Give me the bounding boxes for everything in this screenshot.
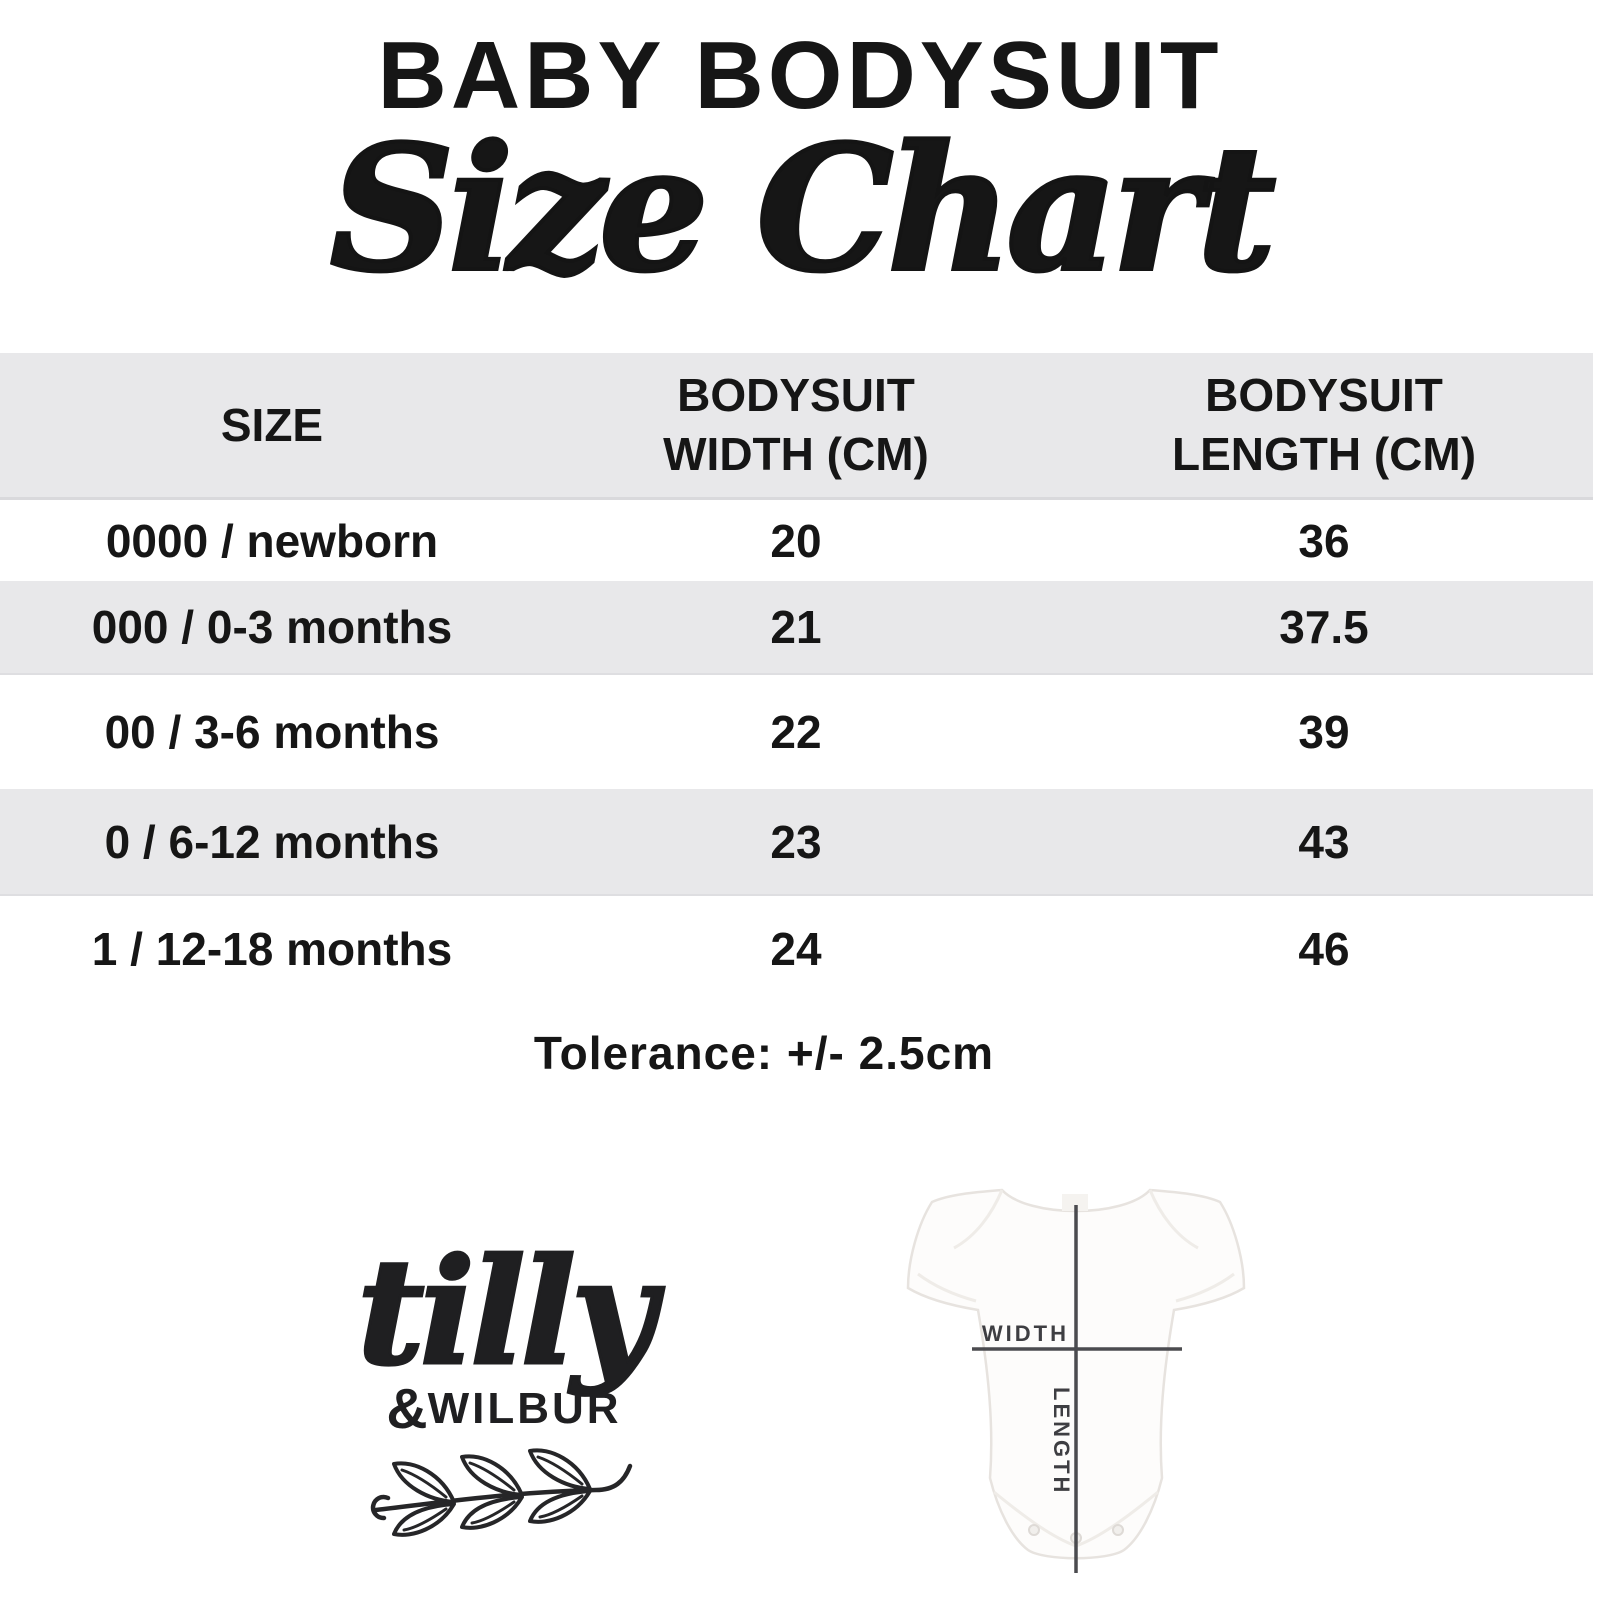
neck-tag [1062, 1194, 1088, 1211]
length-cell: 37.5 [1279, 601, 1369, 653]
table-row: 00 / 3-6 months 22 39 [0, 675, 1600, 789]
laurel-branch-icon [332, 1444, 676, 1545]
logo-ampersand: & [386, 1377, 428, 1441]
column-header-width: BODYSUIT WIDTH (CM) [544, 366, 1048, 484]
table-row: 0 / 6-12 months 23 43 [0, 789, 1600, 896]
column-header-size-label: SIZE [220, 398, 324, 451]
width-cell: 23 [770, 815, 822, 868]
length-cell: 43 [1298, 815, 1350, 868]
column-header-size: SIZE [0, 396, 544, 455]
width-cell: 24 [770, 923, 822, 975]
size-cell: 0 / 6-12 months [104, 815, 440, 868]
tolerance-note: Tolerance: +/- 2.5cm [533, 1027, 995, 1079]
length-cell: 46 [1298, 923, 1350, 975]
table-row: 1 / 12-18 months 24 46 [0, 896, 1600, 1002]
width-cell: 20 [770, 514, 822, 567]
logo-subname-label: WILBUR [427, 1384, 622, 1433]
width-cell: 21 [770, 601, 822, 653]
column-header-length-label: BODYSUIT LENGTH (CM) [1171, 369, 1477, 480]
table-row: 0000 / newborn 20 36 [0, 500, 1600, 581]
length-cell: 36 [1298, 514, 1350, 567]
length-cell: 39 [1298, 706, 1350, 758]
size-table: SIZE BODYSUIT WIDTH (CM) BODYSUIT LENGTH… [0, 353, 1600, 1002]
page-title: BABY BODYSUIT [377, 22, 1223, 129]
page-subtitle: Size Chart [328, 106, 1278, 310]
length-label: LENGTH [1049, 1387, 1074, 1495]
logo-name: tilly [356, 1227, 658, 1398]
width-label: WIDTH [982, 1321, 1069, 1346]
table-row: 000 / 0-3 months 21 37.5 [0, 581, 1600, 675]
size-cell: 000 / 0-3 months [91, 601, 453, 653]
bodysuit-diagram: WIDTH LENGTH [888, 1148, 1260, 1596]
width-cell: 22 [770, 706, 822, 758]
table-header-row: SIZE BODYSUIT WIDTH (CM) BODYSUIT LENGTH… [0, 353, 1600, 500]
size-cell: 0000 / newborn [105, 514, 439, 567]
size-cell: 00 / 3-6 months [104, 706, 440, 758]
brand-logo: tilly &WILBUR [332, 1227, 676, 1545]
logo-subname: &WILBUR [332, 1376, 676, 1442]
size-cell: 1 / 12-18 months [91, 923, 453, 975]
column-header-width-label: BODYSUIT WIDTH (CM) [663, 369, 929, 480]
column-header-length: BODYSUIT LENGTH (CM) [1048, 366, 1600, 484]
